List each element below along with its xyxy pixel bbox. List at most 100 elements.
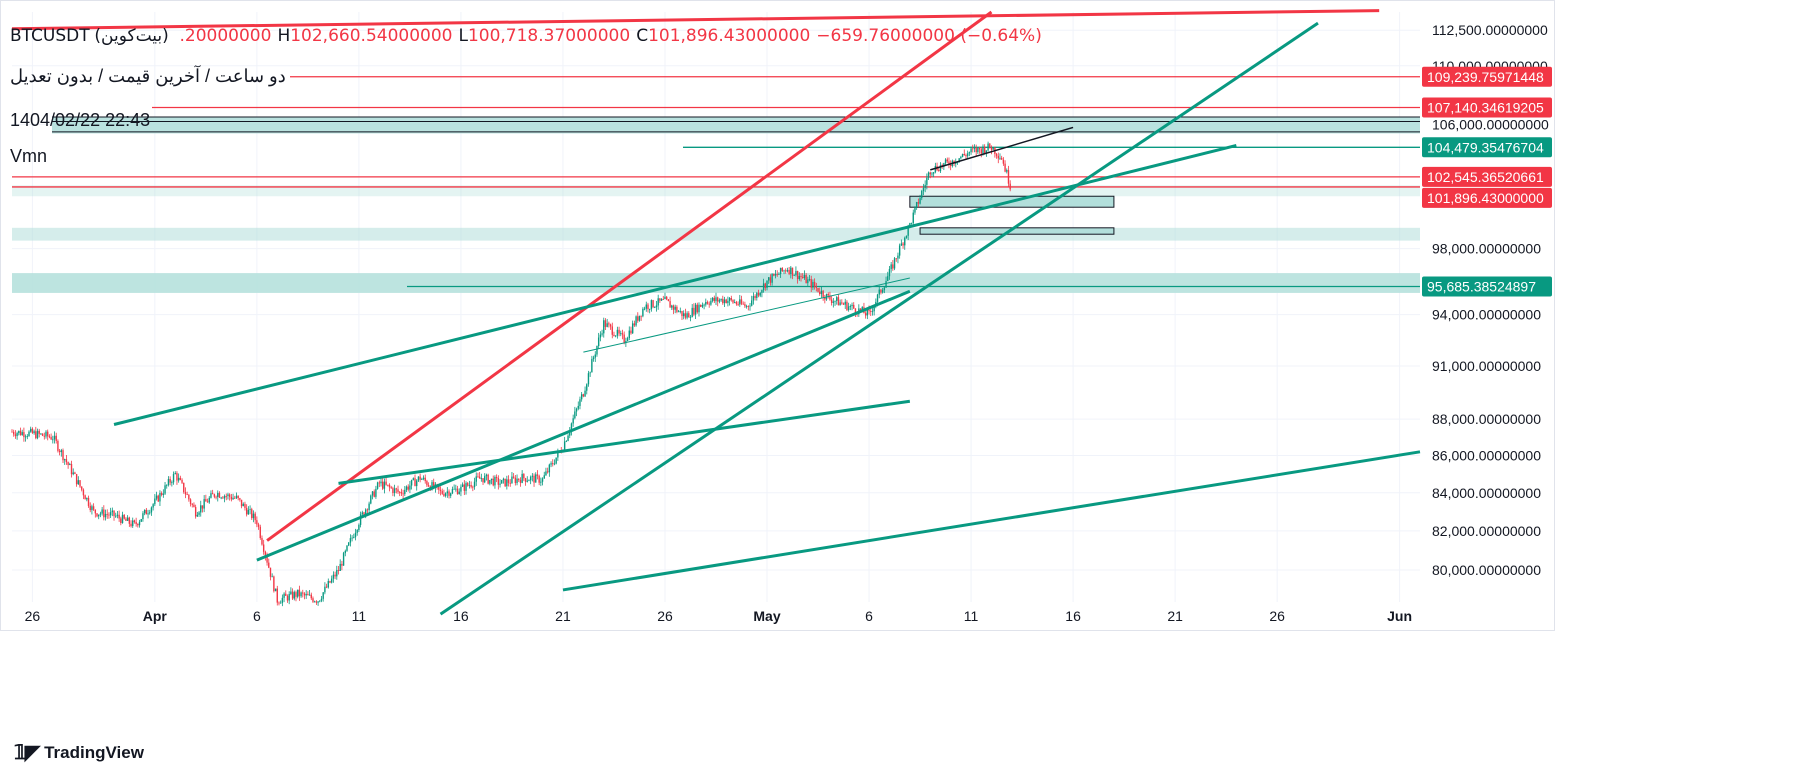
candle-body [684, 313, 687, 318]
candle-body [638, 315, 641, 321]
candle-body [278, 602, 280, 604]
candle-body [868, 309, 870, 312]
candle-body [30, 428, 32, 432]
candle-body [392, 488, 394, 494]
candle-body [786, 269, 789, 272]
candle-body [184, 492, 187, 495]
candle-body [640, 315, 642, 317]
candle-body [552, 463, 554, 465]
ohlc-value: −659.76000000 (−0.64%) [816, 26, 1042, 46]
candle-body [735, 302, 738, 305]
price-tick-label: 94,000.00000000 [1432, 307, 1541, 323]
candle-body [887, 276, 889, 282]
candle-body [416, 480, 418, 487]
candle-body [174, 472, 176, 475]
candle-body [53, 435, 56, 440]
candle-body [538, 475, 540, 483]
symbol-name[interactable]: BTCUSDT [10, 26, 90, 46]
candle-body [89, 505, 91, 511]
candle-body [805, 274, 807, 284]
candle-body [569, 431, 571, 436]
candle-body [395, 488, 398, 490]
candle-body [264, 551, 267, 556]
candle-body [604, 320, 607, 327]
candle-body [922, 187, 925, 192]
candle-body [424, 477, 426, 482]
candle-body [378, 482, 381, 484]
candle-body [652, 300, 654, 308]
candle-body [77, 480, 80, 485]
candle-body [533, 475, 535, 483]
candle-body [87, 497, 90, 506]
price-tick-label: 98,000.00000000 [1432, 241, 1541, 257]
candle-body [839, 302, 841, 306]
time-tick-label: 26 [657, 608, 673, 624]
candle-body [853, 304, 855, 309]
candle-body [703, 304, 705, 306]
green-trend-line [338, 399, 911, 485]
candle-body [143, 509, 146, 514]
candle-body [813, 281, 816, 287]
candle-body [773, 274, 775, 276]
candle-body [257, 524, 260, 527]
candle-body [973, 147, 976, 149]
candle-body [788, 269, 790, 274]
candle-body [234, 497, 236, 499]
tradingview-logo[interactable]: 𝟙◤ TradingView [14, 740, 144, 765]
candle-body [470, 485, 472, 487]
indicator-name[interactable]: Vmn [10, 146, 48, 166]
candle-body [116, 514, 119, 516]
candle-body [711, 297, 714, 301]
candle-body [688, 313, 690, 318]
price-axis[interactable]: 80,000.00000000 82,000.00000000 84,000.000… [1432, 22, 1549, 578]
candle-body [932, 172, 935, 174]
candle-body [832, 301, 835, 303]
candle-body [327, 581, 329, 588]
candle-body [456, 488, 459, 495]
candle-body [31, 428, 34, 434]
price-label-text: 107,140.34619205 [1427, 99, 1544, 115]
candle-body [749, 305, 751, 307]
candle-body [859, 308, 862, 311]
candle-body [33, 431, 35, 434]
candle-body [365, 509, 367, 516]
candle-body [298, 589, 301, 597]
candle-body [217, 492, 219, 497]
price-label-badge [1422, 187, 1552, 208]
candle-body [751, 300, 753, 306]
candle-body [371, 491, 374, 496]
green-trend-line [439, 21, 1319, 616]
candle-body [776, 274, 778, 275]
candle-body [594, 354, 596, 358]
candle-body [847, 306, 850, 311]
candle-body [584, 390, 586, 397]
datetime-text: 1404/02/22 22:43 [10, 110, 151, 130]
candle-body [870, 311, 872, 312]
candle-body [142, 513, 144, 520]
candle-body [451, 489, 454, 494]
candle-body [727, 300, 729, 304]
candle-body [126, 517, 129, 521]
ohlc-values: .20000000 H102,660.54000000 L100,718.37000… [174, 26, 1042, 46]
chart-grid [0, 0, 1555, 631]
candle-body [495, 476, 498, 479]
candle-body [399, 491, 401, 493]
candle-body [137, 523, 139, 526]
candle-body [101, 509, 103, 514]
candle-body [921, 191, 923, 199]
candle-body [200, 505, 202, 513]
price-label-text: 104,479.35476704 [1427, 139, 1544, 155]
candle-body [342, 553, 345, 566]
time-axis[interactable]: 26 Apr 6 11 16 21 26 May 6 11 16 21 26 Jun [25, 608, 1412, 624]
candle-body [480, 478, 483, 479]
candle-body [388, 484, 391, 488]
candle-body [535, 474, 537, 483]
candle-body [393, 488, 396, 494]
candle-body [218, 492, 221, 498]
price-tick-label: 106,000.00000000 [1432, 116, 1549, 132]
candle-body [910, 223, 913, 224]
support-zone [12, 273, 1420, 293]
time-tick-label: Apr [143, 608, 168, 624]
candle-body [626, 338, 629, 341]
